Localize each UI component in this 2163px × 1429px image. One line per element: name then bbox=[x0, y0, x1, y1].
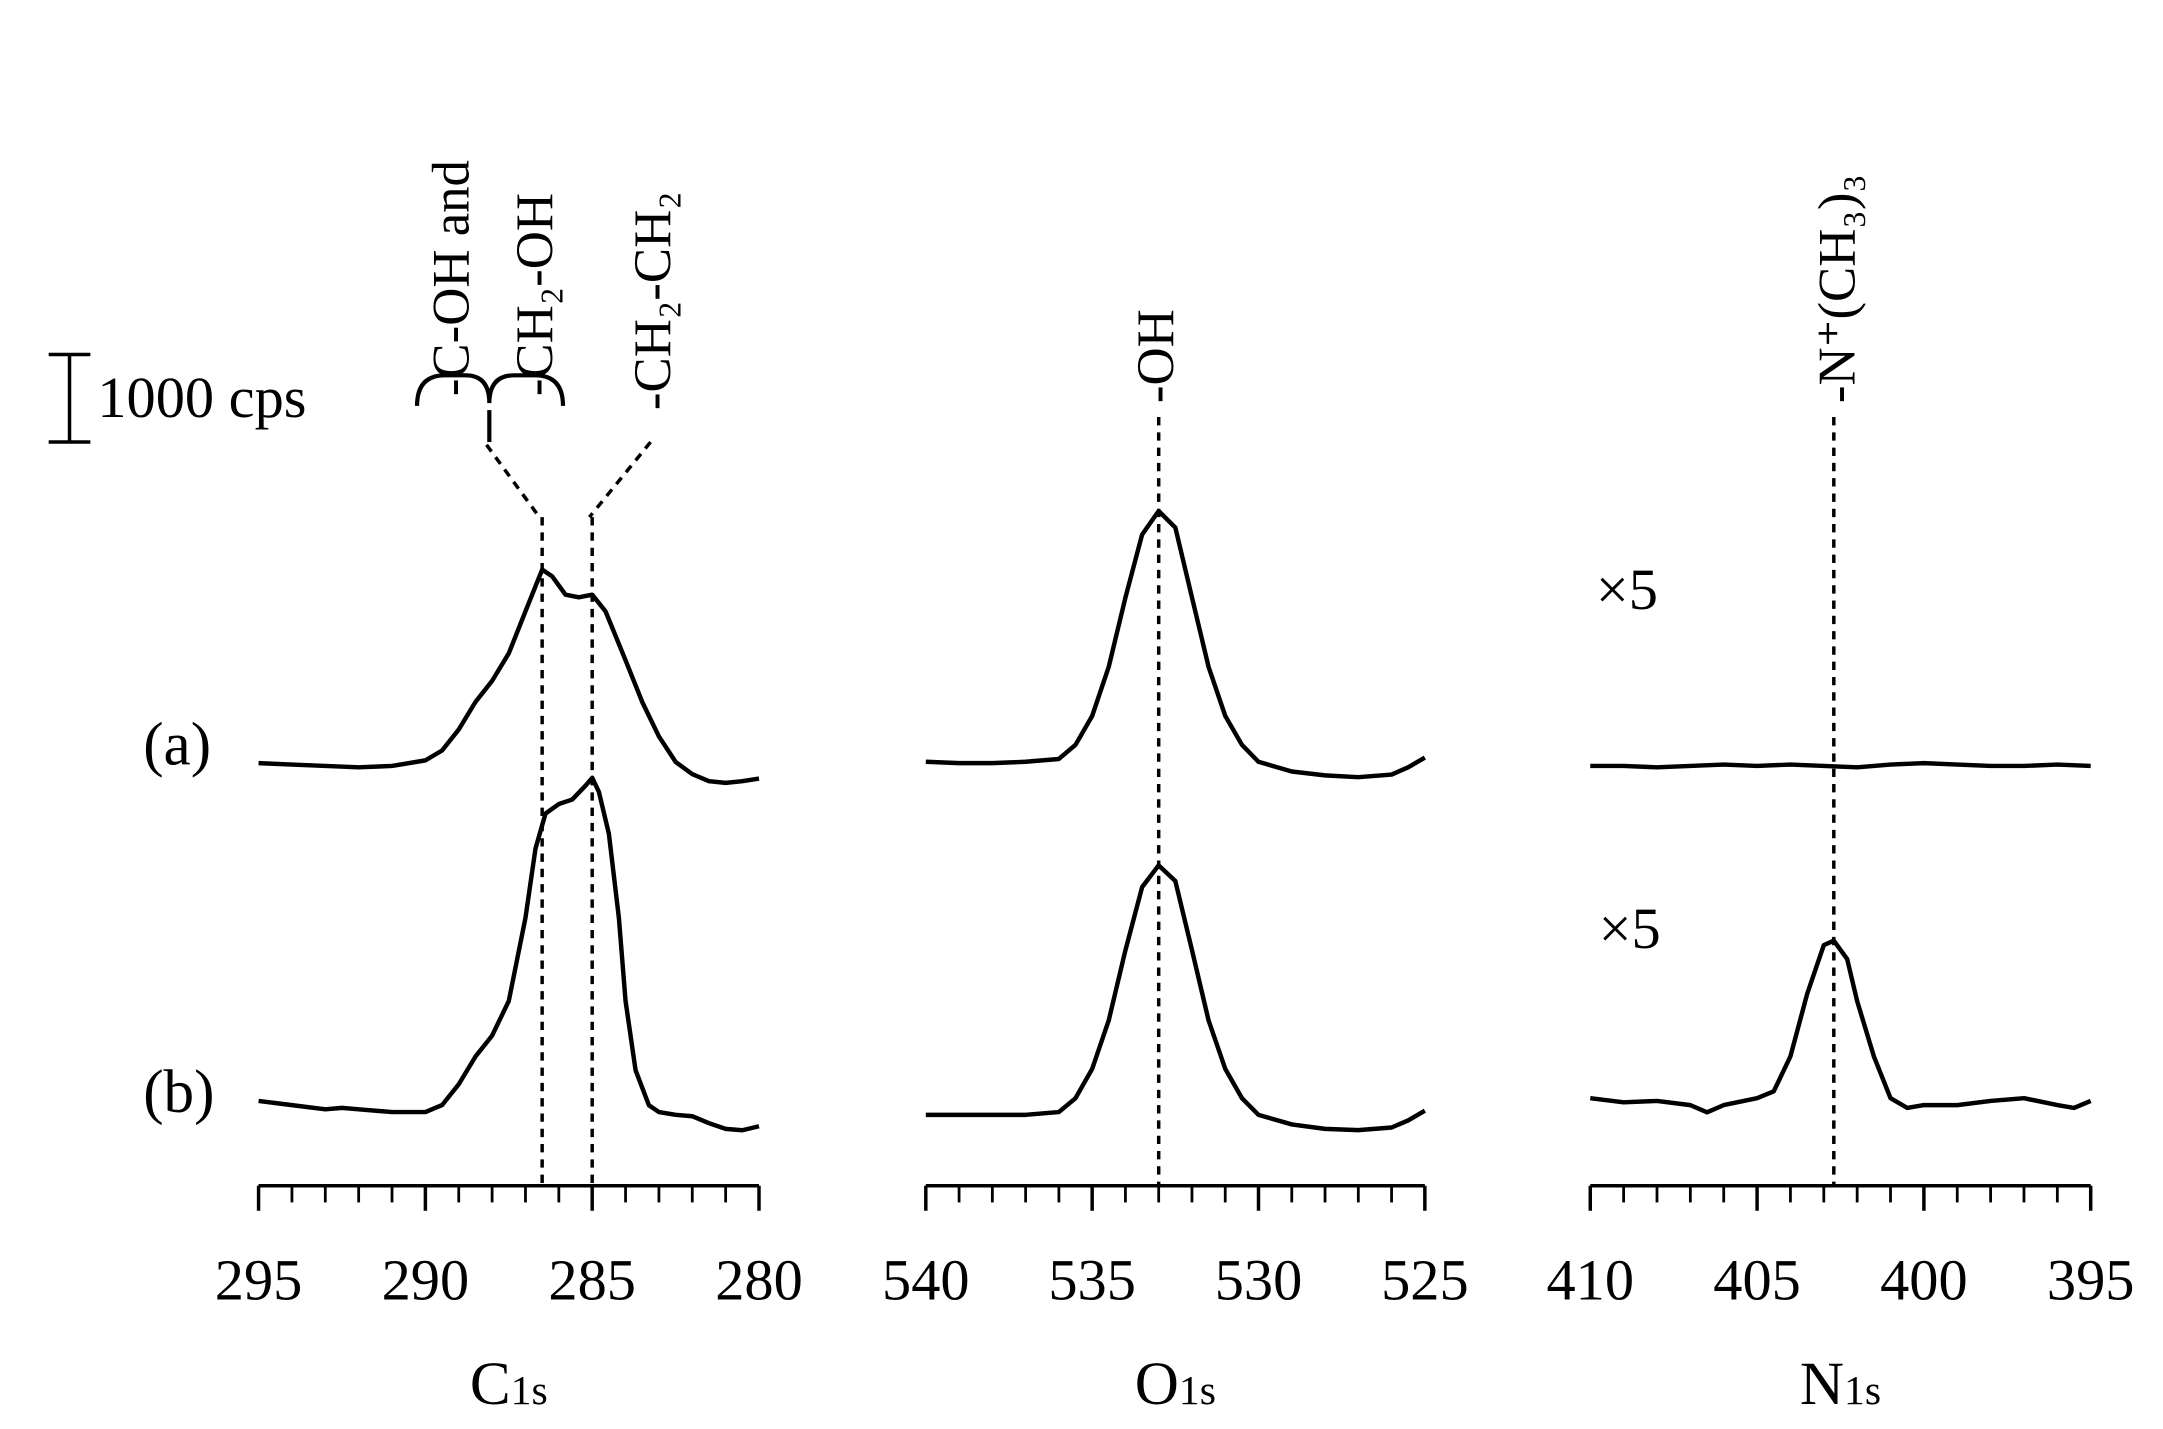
peak-annotation: -N⁺(CH₃)₃ bbox=[1808, 174, 1866, 403]
x-tick-label: 290 bbox=[382, 1248, 470, 1313]
magnification-label: ×5 bbox=[1596, 557, 1658, 622]
x-axis-label: C1s bbox=[470, 1350, 548, 1418]
peak-annotation: -OH bbox=[1127, 309, 1185, 403]
x-tick-label: 525 bbox=[1381, 1248, 1469, 1313]
magnification-label: ×5 bbox=[1599, 896, 1661, 961]
x-tick-label: 280 bbox=[715, 1248, 803, 1313]
brace bbox=[414, 373, 566, 406]
peak-annotation: -C-OH and bbox=[422, 160, 480, 396]
x-tick-label: 540 bbox=[882, 1248, 970, 1313]
spectrum-line bbox=[258, 775, 760, 1133]
leader-line bbox=[588, 440, 652, 519]
x-axis-label-sub: 1s bbox=[1844, 1368, 1881, 1414]
spectrum-line bbox=[925, 508, 1426, 780]
series-label: (a) bbox=[143, 711, 211, 779]
x-tick-label: 400 bbox=[1880, 1248, 1968, 1313]
spectrum-line bbox=[1590, 760, 2091, 770]
x-axis-label-main: N bbox=[1800, 1350, 1844, 1418]
x-axis-label-sub: 1s bbox=[1179, 1368, 1216, 1414]
spectrum-line bbox=[925, 863, 1426, 1133]
leader-line bbox=[485, 443, 541, 519]
x-tick-label: 405 bbox=[1713, 1248, 1801, 1313]
spectrum-line bbox=[1589, 938, 2092, 1115]
x-tick-label: 295 bbox=[215, 1248, 303, 1313]
x-tick-label: 535 bbox=[1048, 1248, 1136, 1313]
x-axis-label-main: C bbox=[470, 1350, 511, 1418]
series-label: (b) bbox=[143, 1058, 214, 1126]
scale-bar-label: 1000 cps bbox=[97, 365, 306, 430]
x-tick-label: 285 bbox=[548, 1248, 636, 1313]
spectrum-line bbox=[258, 567, 760, 786]
x-axis-label: O1s bbox=[1135, 1350, 1216, 1418]
x-axis-label: N1s bbox=[1800, 1350, 1881, 1418]
x-tick-label: 410 bbox=[1546, 1248, 1634, 1313]
x-axis-label-sub: 1s bbox=[511, 1368, 548, 1414]
peak-annotation: -CH₂-OH bbox=[506, 193, 564, 396]
peak-annotation: -CH₂-CH₂ bbox=[624, 191, 682, 410]
x-axis-label-main: O bbox=[1135, 1350, 1179, 1418]
x-tick-label: 395 bbox=[2047, 1248, 2135, 1313]
x-tick-label: 530 bbox=[1215, 1248, 1303, 1313]
